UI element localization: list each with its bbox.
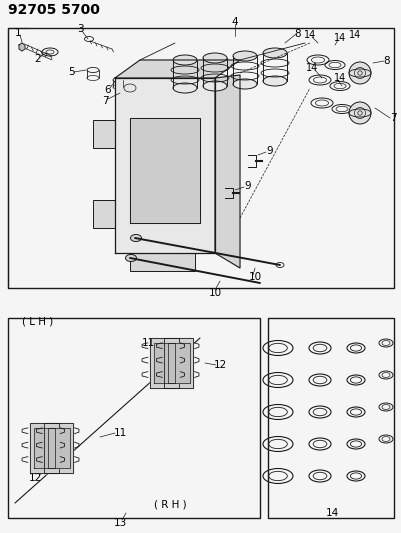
Polygon shape xyxy=(164,338,193,388)
Text: 14: 14 xyxy=(333,73,345,83)
Bar xyxy=(93,120,115,148)
Ellipse shape xyxy=(130,235,141,241)
Ellipse shape xyxy=(203,53,227,63)
Text: 14: 14 xyxy=(303,30,315,40)
Polygon shape xyxy=(44,423,73,473)
Ellipse shape xyxy=(262,48,286,58)
Polygon shape xyxy=(153,343,175,383)
Ellipse shape xyxy=(136,137,154,155)
Text: 8: 8 xyxy=(383,56,389,66)
Ellipse shape xyxy=(348,62,370,84)
Ellipse shape xyxy=(131,132,159,160)
Text: 10: 10 xyxy=(248,272,261,282)
Bar xyxy=(267,318,393,518)
Text: 10: 10 xyxy=(208,288,221,298)
Text: 12: 12 xyxy=(213,360,226,370)
Text: 8: 8 xyxy=(294,29,301,39)
Text: 6: 6 xyxy=(104,85,111,95)
Text: 14: 14 xyxy=(333,33,345,43)
Ellipse shape xyxy=(203,81,227,91)
Ellipse shape xyxy=(166,187,194,215)
Polygon shape xyxy=(215,75,239,268)
Ellipse shape xyxy=(233,51,256,61)
Text: 7: 7 xyxy=(389,113,395,123)
Ellipse shape xyxy=(166,132,194,160)
Text: 7: 7 xyxy=(101,96,108,106)
Ellipse shape xyxy=(131,187,159,215)
Polygon shape xyxy=(150,338,178,388)
Ellipse shape xyxy=(136,192,154,210)
Ellipse shape xyxy=(172,55,196,65)
Polygon shape xyxy=(130,118,200,223)
Polygon shape xyxy=(115,78,215,253)
Ellipse shape xyxy=(348,102,370,124)
Text: 12: 12 xyxy=(28,473,42,483)
Bar xyxy=(93,200,115,228)
Ellipse shape xyxy=(170,192,188,210)
Ellipse shape xyxy=(170,137,188,155)
Text: 9: 9 xyxy=(244,181,251,191)
Text: 14: 14 xyxy=(348,30,360,40)
Text: 2: 2 xyxy=(34,54,41,64)
Text: 11: 11 xyxy=(141,338,154,348)
Text: 9: 9 xyxy=(266,146,273,156)
Text: ( R H ): ( R H ) xyxy=(153,500,186,510)
Polygon shape xyxy=(48,428,69,468)
Text: 92705 5700: 92705 5700 xyxy=(8,3,99,17)
Ellipse shape xyxy=(262,76,286,86)
Text: 4: 4 xyxy=(231,17,238,27)
Polygon shape xyxy=(34,428,55,468)
Text: ( L H ): ( L H ) xyxy=(22,316,53,326)
Text: 14: 14 xyxy=(324,508,338,518)
Text: 3: 3 xyxy=(77,24,83,34)
Text: 1: 1 xyxy=(15,28,21,38)
Text: 13: 13 xyxy=(113,518,126,528)
Polygon shape xyxy=(115,60,239,78)
Polygon shape xyxy=(168,343,189,383)
Ellipse shape xyxy=(172,83,196,93)
Polygon shape xyxy=(19,43,25,51)
Ellipse shape xyxy=(125,254,136,262)
Bar xyxy=(8,28,393,288)
Ellipse shape xyxy=(233,79,256,89)
Text: 14: 14 xyxy=(305,63,317,73)
Polygon shape xyxy=(30,423,59,473)
Text: 11: 11 xyxy=(113,428,126,438)
Bar xyxy=(130,253,194,271)
Text: 5: 5 xyxy=(69,67,75,77)
Bar xyxy=(8,318,259,518)
